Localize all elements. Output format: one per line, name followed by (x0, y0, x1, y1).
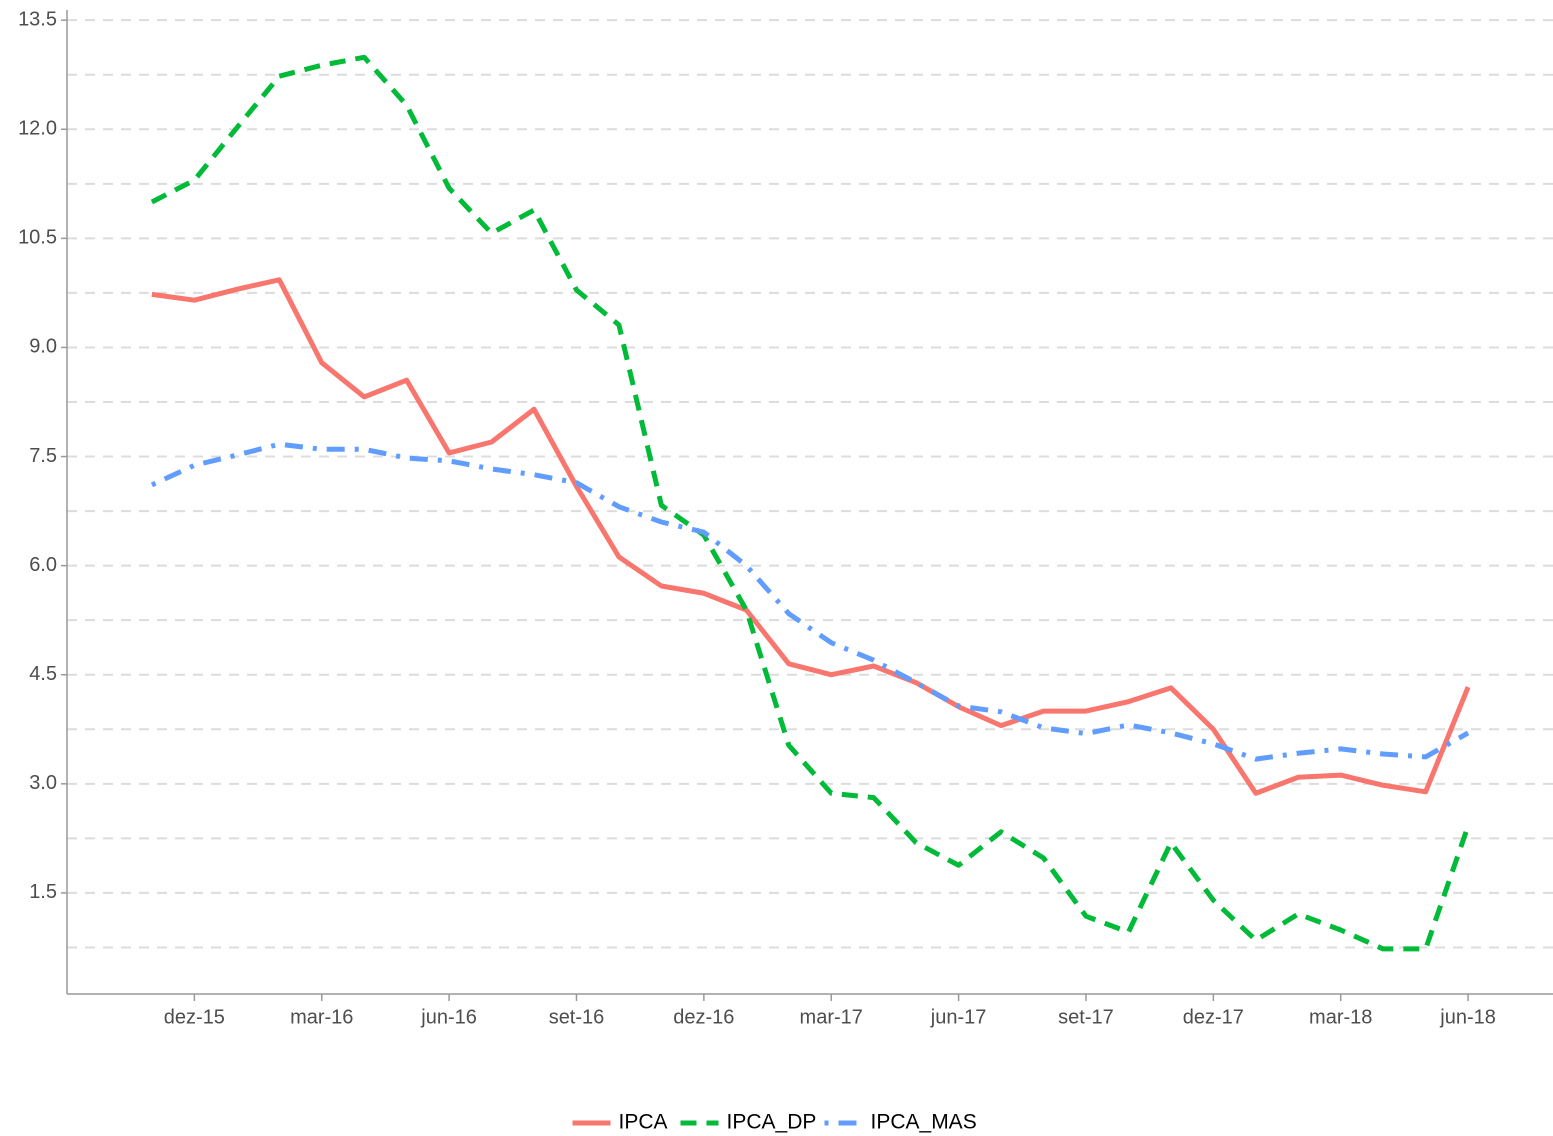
legend-label: IPCA (619, 1111, 668, 1134)
y-tick-label: 10.5 (18, 227, 57, 249)
y-tick-label: 13.5 (18, 8, 57, 30)
legend-label: IPCA_DP (727, 1111, 817, 1134)
x-tick-label: set-16 (549, 1006, 605, 1028)
x-tick-label: jun-16 (420, 1006, 477, 1028)
x-tick-label: jun-17 (930, 1006, 987, 1028)
series-line (151, 277, 1471, 796)
y-tick-label: 7.5 (29, 445, 57, 467)
x-tick-label: mar-16 (290, 1006, 353, 1028)
x-tick-label: jun-18 (1439, 1006, 1496, 1028)
x-tick-label: dez-16 (673, 1006, 734, 1028)
x-tick-label: dez-15 (164, 1006, 225, 1028)
y-tick-label: 6.0 (29, 554, 57, 576)
x-tick-label: mar-17 (800, 1006, 863, 1028)
series-line (150, 441, 1470, 762)
y-tick-label: 9.0 (29, 336, 57, 358)
y-tick-label: 1.5 (29, 881, 57, 903)
y-tick-label: 12.0 (18, 118, 57, 140)
series-line (150, 54, 1471, 952)
y-tick-label: 4.5 (29, 663, 57, 685)
x-tick-label: mar-18 (1309, 1006, 1372, 1028)
x-tick-label: set-17 (1058, 1006, 1114, 1028)
legend-label: IPCA_MAS (871, 1111, 977, 1134)
x-tick-label: dez-17 (1183, 1006, 1244, 1028)
y-tick-label: 3.0 (29, 772, 57, 794)
